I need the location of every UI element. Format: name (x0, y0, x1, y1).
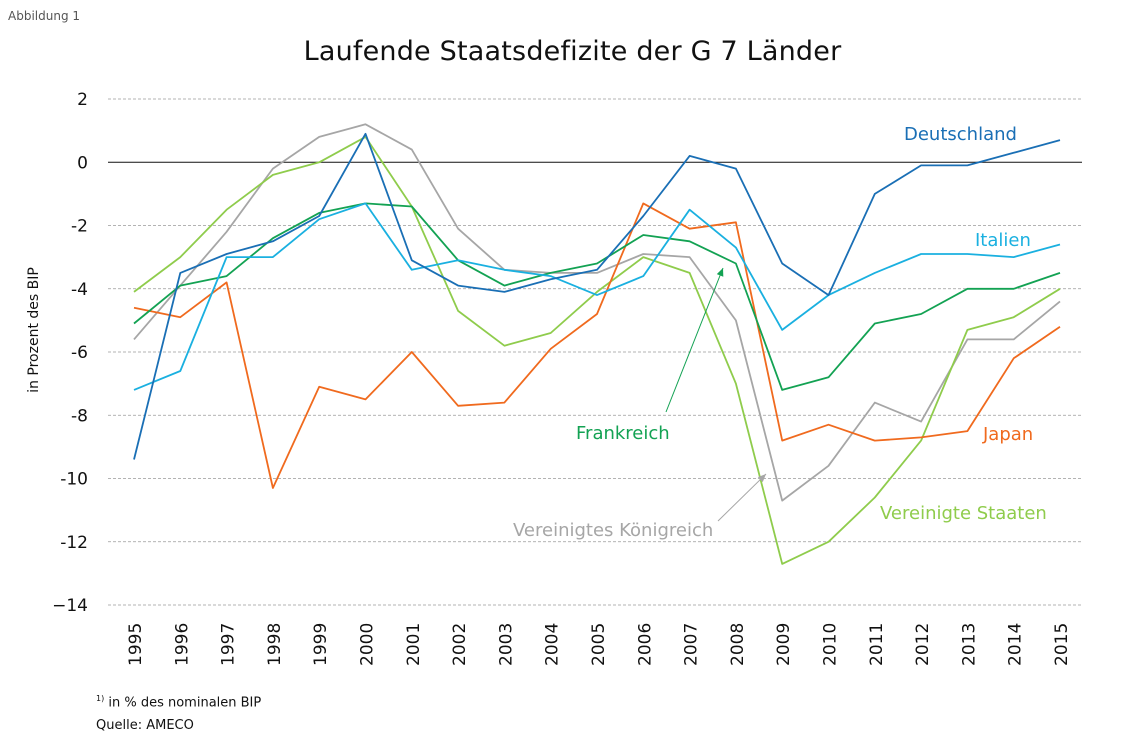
series-label-japan: Japan (982, 424, 1033, 445)
x-tick-label: 2009 (774, 623, 794, 666)
y-axis-label: in Prozent des BIP (26, 267, 42, 393)
series-label-vereinigte-staaten: Vereinigte Staaten (880, 503, 1047, 524)
y-tick-label: 2 (77, 90, 88, 110)
source-note: Quelle: AMECO (96, 718, 194, 733)
x-tick-label: 1997 (219, 623, 239, 666)
y-tick-label: -8 (71, 406, 88, 426)
x-tick-label: 2004 (543, 623, 563, 666)
x-tick-label: 2005 (589, 623, 609, 666)
y-tick-label: -2 (71, 217, 88, 237)
x-tick-label: 2008 (728, 623, 748, 666)
y-tick-label: -6 (71, 343, 88, 363)
series-label-italien: Italien (975, 230, 1031, 251)
x-tick-label: 2014 (1006, 623, 1026, 666)
frankreich-callout-arrow (665, 267, 724, 413)
y-tick-label: -12 (60, 533, 88, 553)
y-tick-label: −14 (52, 596, 88, 616)
y-tick-label: -10 (60, 470, 88, 490)
frankreich-callout-arrow-head (716, 268, 724, 277)
series-label-deutschland: Deutschland (904, 124, 1017, 145)
uk-callout-arrow-head (757, 474, 766, 483)
footnote-text: in % des nominalen BIP (108, 695, 262, 711)
series-label-vereinigtes-k-nigreich: Vereinigtes Königreich (513, 520, 713, 541)
series-line-japan (133, 202, 1061, 489)
x-tick-label: 2007 (682, 623, 702, 666)
footnote-marker: 1) (96, 694, 105, 703)
y-tick-label: -4 (71, 280, 88, 300)
x-tick-label: 2006 (635, 623, 655, 666)
x-tick-label: 2012 (913, 623, 933, 666)
x-tick-label: 2002 (450, 623, 470, 666)
x-tick-label: 2015 (1052, 623, 1072, 666)
x-tick-label: 2003 (496, 623, 516, 666)
x-tick-label: 1995 (126, 623, 146, 666)
series-line-deutschland (133, 132, 1061, 460)
x-tick-label: 2011 (867, 623, 887, 666)
uk-callout-arrow (717, 473, 767, 522)
footnote: 1) in % des nominalen BIP (96, 694, 261, 710)
series-line-vereinigtes-k-nigreich (133, 123, 1061, 502)
x-tick-label: 2000 (358, 623, 378, 666)
series-line-italien (133, 202, 1061, 391)
series-label-frankreich: Frankreich (576, 423, 670, 444)
x-tick-label: 2010 (821, 623, 841, 666)
y-tick-label: 0 (77, 153, 88, 173)
x-tick-label: 1999 (311, 623, 331, 666)
figure-label: Abbildung 1 (8, 9, 81, 23)
chart-title: Laufende Staatsdefizite der G 7 Länder (303, 36, 842, 67)
x-tick-label: 1996 (172, 623, 192, 666)
x-tick-label: 1998 (265, 623, 285, 666)
series-line-frankreich (133, 202, 1061, 391)
series-line-vereinigte-staaten (133, 135, 1061, 565)
x-tick-label: 2001 (404, 623, 424, 666)
x-tick-label: 2013 (959, 623, 979, 666)
